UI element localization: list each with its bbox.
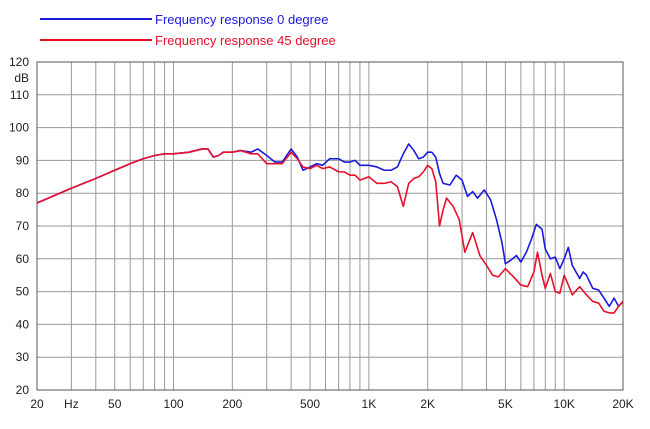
legend: Frequency response 0 degree Frequency re… bbox=[40, 12, 336, 48]
legend-label-0-degree: Frequency response 0 degree bbox=[155, 12, 328, 27]
series-line-0-degree bbox=[36, 143, 624, 308]
y-tick-label: 40 bbox=[16, 317, 30, 331]
x-tick-label: 20 bbox=[30, 397, 44, 411]
y-tick-label: 20 bbox=[16, 383, 30, 397]
x-tick-label: 5K bbox=[498, 397, 513, 411]
x-tick-label: 20K bbox=[612, 397, 633, 411]
y-tick-label: 30 bbox=[16, 350, 30, 364]
y-tick-label: 100 bbox=[9, 121, 29, 135]
x-tick-label: 10K bbox=[554, 397, 575, 411]
series-group bbox=[36, 143, 624, 314]
y-tick-label: 70 bbox=[16, 219, 30, 233]
series-line-45-degree bbox=[36, 148, 624, 314]
y-tick-label: 60 bbox=[16, 252, 30, 266]
plot-frame bbox=[36, 61, 624, 391]
x-tick-label: 2K bbox=[420, 397, 435, 411]
y-tick-label: 50 bbox=[16, 285, 30, 299]
x-tick-label: 100 bbox=[164, 397, 184, 411]
y-axis-label: dB bbox=[14, 71, 29, 85]
x-tick-label: 200 bbox=[222, 397, 242, 411]
y-tick-label: 90 bbox=[16, 153, 30, 167]
x-axis: 20 Hz 50 100 200 500 1K 2K 5K 10K 20K bbox=[30, 397, 633, 411]
y-tick-label: 120 bbox=[9, 55, 29, 69]
y-tick-label: 110 bbox=[10, 88, 29, 102]
y-tick-label: 80 bbox=[16, 186, 30, 200]
y-axis: 20 30 40 50 60 70 80 90 100 110 120 bbox=[9, 55, 29, 397]
x-tick-label: 500 bbox=[300, 397, 320, 411]
x-tick-label: 1K bbox=[362, 397, 377, 411]
x-tick-label: Hz bbox=[64, 397, 79, 411]
legend-label-45-degree: Frequency response 45 degree bbox=[155, 33, 336, 48]
x-tick-label: 50 bbox=[108, 397, 122, 411]
